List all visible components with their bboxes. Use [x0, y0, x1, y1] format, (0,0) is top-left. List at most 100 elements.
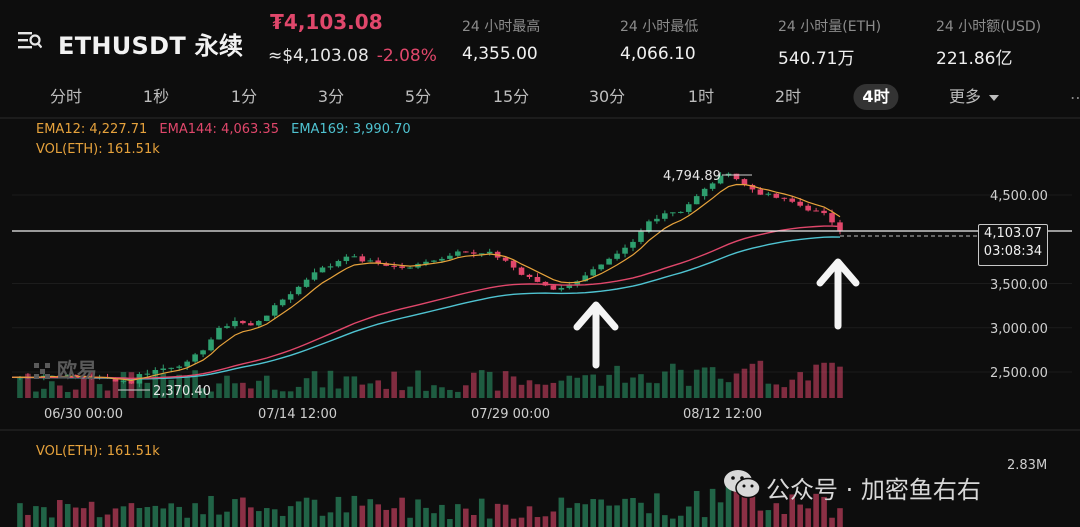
volume-panel-bar — [96, 517, 103, 527]
tab-5m[interactable]: 5分 — [404, 87, 432, 106]
volume-bar — [120, 372, 127, 398]
candle-body — [200, 350, 206, 355]
volume-bar — [72, 389, 79, 398]
volume-panel-bar — [534, 517, 541, 527]
tab-more-label: 更多 — [948, 87, 982, 106]
stat-label: 24 小时额(USD) — [936, 19, 1042, 35]
up-arrow-icon — [816, 258, 860, 330]
tab-more[interactable]: 更多 — [948, 84, 1000, 110]
volume-panel-bar — [232, 499, 238, 527]
tab-1h[interactable]: 1时 — [687, 87, 715, 106]
volume-bar — [407, 386, 413, 398]
tab-2h[interactable]: 2时 — [774, 87, 802, 106]
volume-panel-bar — [33, 506, 39, 527]
volume-bar — [343, 376, 350, 398]
volume-panel-bar — [311, 499, 318, 527]
volume-panel-bar — [152, 505, 159, 527]
tab-1s[interactable]: 1秒 — [142, 87, 170, 106]
volume-bar — [518, 384, 525, 398]
candle-body — [303, 279, 310, 287]
volume-bar — [813, 364, 819, 398]
volume-panel-bar — [343, 512, 350, 527]
candle-body — [136, 374, 143, 384]
x-tick: 07/29 00:00 — [471, 407, 550, 422]
volume-panel-bar — [240, 497, 246, 527]
volume-bar — [423, 390, 429, 398]
stat-high: 24 小时最高 4,355.00 — [462, 16, 540, 64]
candle-body — [638, 231, 644, 242]
tab-15m[interactable]: 15分 — [492, 87, 530, 106]
candle-body — [168, 367, 175, 369]
volume-bar — [837, 366, 843, 398]
candle-body — [518, 267, 525, 275]
candle-body — [566, 284, 573, 288]
volume-bar — [240, 382, 246, 398]
candle-body — [463, 251, 469, 253]
volume-bar — [574, 377, 581, 398]
candle-body — [574, 281, 581, 285]
volume-panel-bar — [391, 508, 397, 527]
up-arrow-icon — [573, 301, 619, 369]
candle-body — [693, 196, 700, 205]
y-tick: 3,500.00 — [990, 278, 1048, 293]
volume-bar — [654, 383, 660, 398]
candle-body — [17, 376, 23, 378]
volume-panel-bar — [248, 507, 254, 527]
y-tick: 4,500.00 — [990, 189, 1048, 204]
y-tick: 2,500.00 — [990, 366, 1048, 381]
candle-body — [391, 265, 397, 267]
menu-icon[interactable] — [18, 30, 42, 50]
candle-body — [749, 184, 756, 190]
candle-body — [829, 213, 835, 223]
volume-panel-bar — [797, 504, 803, 527]
candle-body — [256, 321, 262, 326]
volume-bar — [327, 370, 334, 398]
volume-bar — [662, 371, 668, 398]
volume-bar — [670, 363, 676, 398]
candle-body — [455, 251, 461, 256]
volume-bar — [781, 387, 788, 398]
volume-panel-bar — [701, 517, 708, 527]
volume-bar — [335, 388, 342, 398]
volume-bar — [248, 388, 254, 398]
timeframe-tabs: 分时 1秒 1分 3分 5分 15分 30分 1时 2时 4时 更多 — [0, 78, 1080, 116]
candle-body — [351, 256, 358, 258]
candle-body — [582, 275, 589, 282]
volume-bar — [470, 372, 477, 398]
volume-bar — [112, 378, 119, 398]
tab-30m[interactable]: 30分 — [588, 87, 626, 106]
volume-panel-bar — [447, 518, 453, 527]
candle-body — [152, 370, 159, 374]
candle-body — [542, 281, 549, 286]
candle-body — [685, 204, 692, 212]
volume-panel-bar — [407, 517, 413, 527]
candle-body — [805, 205, 811, 211]
settings-icon[interactable]: ⋯ — [1070, 88, 1080, 107]
candle-body — [717, 175, 724, 184]
volume-panel-bar — [383, 509, 389, 527]
volume-bar — [25, 373, 31, 398]
volume-bar — [224, 375, 230, 398]
tab-1m[interactable]: 1分 — [230, 87, 258, 106]
candle-body — [232, 320, 238, 327]
candle-body — [128, 380, 135, 384]
volume-bar — [303, 378, 310, 398]
stat-low: 24 小时最低 4,066.10 — [620, 16, 698, 64]
candle-body — [646, 221, 652, 232]
tab-4h[interactable]: 4时 — [853, 84, 899, 110]
tab-3m[interactable]: 3分 — [317, 87, 345, 106]
volume-bar — [486, 371, 493, 398]
volume-bar — [104, 390, 111, 398]
volume-bar — [789, 379, 796, 398]
volume-panel-bar — [502, 504, 509, 527]
volume-bar — [749, 363, 756, 398]
volume-bar — [741, 368, 748, 398]
volume-bar — [478, 370, 485, 398]
volume-panel-bar — [216, 514, 222, 527]
tab-timeline[interactable]: 分时 — [49, 87, 83, 106]
symbol-title[interactable]: ETHUSDT 永续 — [58, 32, 244, 60]
current-price: 4,103.07 — [984, 226, 1042, 241]
volume-panel-bar — [486, 518, 493, 527]
candle-body — [383, 263, 389, 266]
volume-bar — [64, 391, 71, 398]
